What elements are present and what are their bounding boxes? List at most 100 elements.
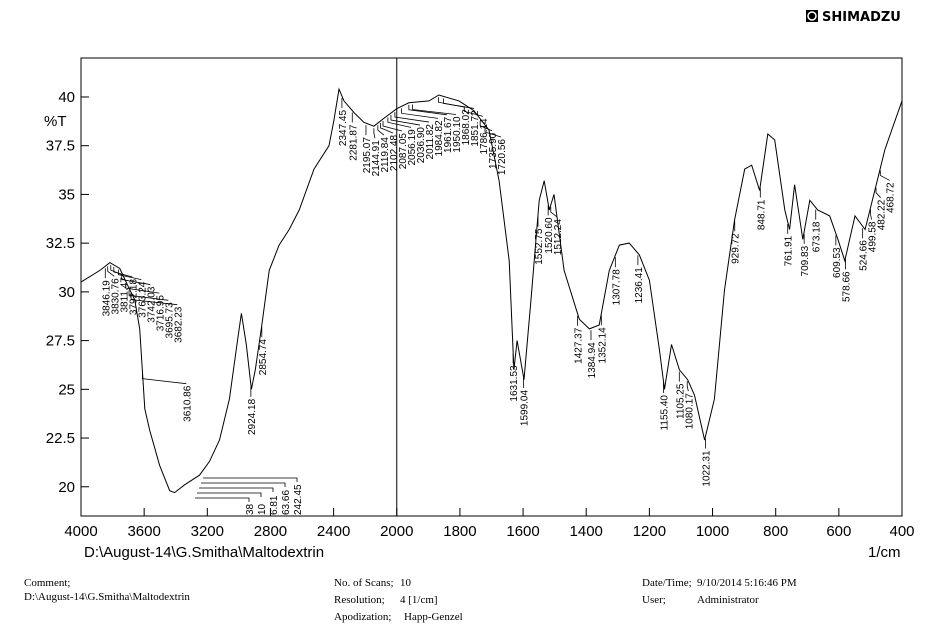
peak-label: 1984.82 xyxy=(434,120,445,157)
peak-leader xyxy=(203,477,298,482)
resolution: 4 [1/cm] xyxy=(400,594,438,606)
peak-label: 2036.90 xyxy=(416,127,427,164)
peak-leader xyxy=(550,207,558,218)
y-tick-label: 32.5 xyxy=(46,235,75,252)
peak-label: 1384.94 xyxy=(587,342,598,379)
datetime: 9/10/2014 5:16:46 PM xyxy=(697,577,797,589)
peak-leader xyxy=(142,373,187,385)
comment: D:\August-14\G.Smitha\Maltodextrin xyxy=(24,591,190,603)
brand-name: SHIMADZU xyxy=(822,10,901,25)
peak-label: 1961.67 xyxy=(443,116,454,153)
peak-label: 242.45 xyxy=(293,484,304,515)
apodization-label: Apodization; xyxy=(334,611,391,623)
peak-label: 578.66 xyxy=(842,271,853,302)
peak-labels: 3846.193830.763811.473792.183763.243742.… xyxy=(101,97,897,515)
peak-label: 1427.37 xyxy=(574,327,585,364)
peak-label: 848.71 xyxy=(756,199,767,230)
x-tick-label: 1000 xyxy=(696,523,729,540)
x-tick-label: 600 xyxy=(826,523,851,540)
peak-leader xyxy=(390,115,421,126)
peak-label: 1236.41 xyxy=(634,267,645,304)
peak-leader xyxy=(377,125,385,136)
y-tick-label: 35 xyxy=(58,186,75,203)
peak-leader xyxy=(387,117,412,128)
peak-label: 929.72 xyxy=(731,233,742,264)
x-tick-label: 2800 xyxy=(254,523,287,540)
peak-leader xyxy=(686,381,689,392)
peak-label: 3846.19 xyxy=(101,280,112,317)
y-tick-label: 40 xyxy=(58,89,75,106)
x-tick-label: 1600 xyxy=(506,523,539,540)
peak-label: 1520.60 xyxy=(544,217,555,254)
peak-leader xyxy=(408,104,448,116)
peak-leader xyxy=(401,108,439,119)
x-tick-label: 3600 xyxy=(127,523,160,540)
x-tick-label: 2400 xyxy=(317,523,350,540)
peak-label: 468.72 xyxy=(886,182,897,213)
peak-label: 1552.75 xyxy=(534,228,545,265)
peak-leader xyxy=(484,127,502,138)
x-tick-label: 1400 xyxy=(570,523,603,540)
y-tick-label: 27.5 xyxy=(46,333,75,350)
peak-label: 482.22 xyxy=(877,199,888,230)
peak-label: 3742.03 xyxy=(146,286,157,323)
peak-label: 1512.24 xyxy=(553,219,564,256)
peak-label: 1022.31 xyxy=(701,450,712,487)
peak-leader xyxy=(443,98,475,109)
datetime-label: Date/Time; xyxy=(642,577,692,589)
peak-leader xyxy=(121,274,151,285)
peak-leader xyxy=(479,120,493,132)
peak-leader xyxy=(128,290,169,301)
peak-label: 3695.73 xyxy=(164,302,175,339)
x-axis-label: 1/cm xyxy=(868,544,901,561)
peak-label: 2347.45 xyxy=(338,110,349,147)
peak-label: 609.53 xyxy=(832,247,843,278)
resolution-label: Resolution; xyxy=(334,594,385,606)
peak-leader xyxy=(382,121,403,132)
peak-label: 2056.19 xyxy=(407,129,418,166)
x-tick-label: 1200 xyxy=(633,523,666,540)
scans-label: No. of Scans; xyxy=(334,577,394,589)
peak-label: 1155.40 xyxy=(659,395,670,431)
peak-leader xyxy=(195,497,250,502)
y-axis-label: %T xyxy=(44,113,67,130)
x-tick-label: 400 xyxy=(889,523,914,540)
peak-label: 709.83 xyxy=(800,245,811,276)
peak-label: 1080.17 xyxy=(684,393,695,430)
plot-frame xyxy=(80,57,903,517)
peak-label: 761.91 xyxy=(784,235,795,266)
peak-label: 2087.05 xyxy=(398,133,409,170)
apodization: Happ-Genzel xyxy=(404,611,463,623)
y-tick-label: 30 xyxy=(58,284,75,301)
peak-leader xyxy=(412,104,457,115)
peak-label: 6.81 xyxy=(269,495,280,515)
peak-label: 2281.87 xyxy=(348,124,359,161)
peak-label: 1105.25 xyxy=(675,383,686,419)
brand-logo: SHIMADZU xyxy=(806,10,901,25)
peak-label: 63.66 xyxy=(281,490,292,515)
peak-label: 2119.84 xyxy=(380,137,391,173)
peak-label: 1735.90 xyxy=(488,132,499,169)
peak-label: 3763.24 xyxy=(137,281,148,318)
peak-label: 3830.76 xyxy=(110,278,121,315)
x-tick-label: 3200 xyxy=(191,523,224,540)
user: Administrator xyxy=(697,594,759,606)
comment-label: Comment; xyxy=(24,577,70,589)
peak-leader xyxy=(870,209,873,220)
logo-icon-ring xyxy=(807,11,817,21)
peak-leader xyxy=(199,487,274,492)
peak-label: 1307.78 xyxy=(611,269,622,306)
file-path: D:\August-14\G.Smitha\Maltodextrin xyxy=(84,544,324,561)
y-tick-label: 37.5 xyxy=(46,138,75,155)
peak-label: 1631.53 xyxy=(509,365,520,402)
peak-leader xyxy=(879,170,890,181)
peak-label: 2144.91 xyxy=(371,140,382,177)
peak-leader xyxy=(130,294,178,306)
peak-label: 1851.72 xyxy=(470,110,481,147)
peak-leader xyxy=(201,482,286,487)
peak-label: 2011.82 xyxy=(425,124,436,160)
peak-label: 3811.47 xyxy=(119,277,130,313)
x-tick-label: 1800 xyxy=(443,523,476,540)
peak-leader xyxy=(463,106,484,117)
